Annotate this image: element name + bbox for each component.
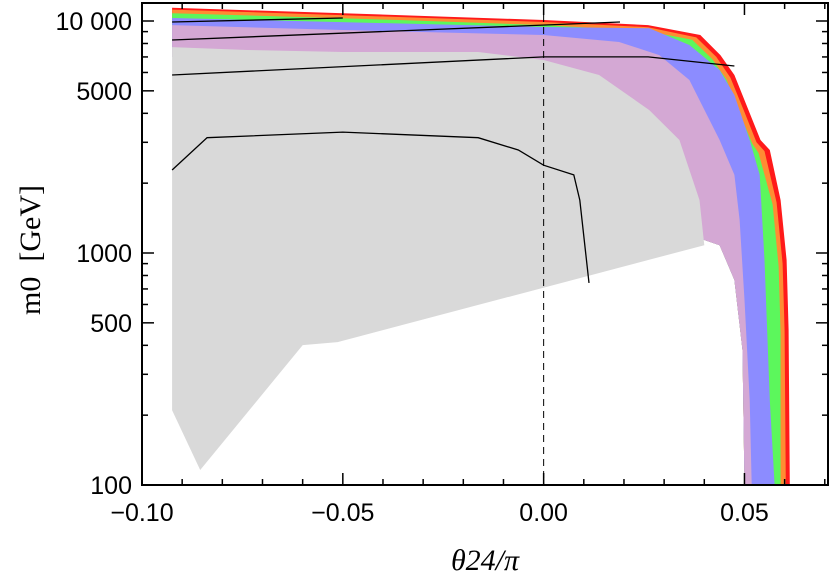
contours	[171, 17, 735, 283]
x-tick-label: −0.10	[110, 499, 173, 527]
region-band	[172, 47, 705, 470]
x-tick-labels: −0.10 −0.05 0.00 0.05	[110, 499, 768, 527]
contour-line	[172, 17, 343, 23]
y-tick-label: 100	[90, 472, 132, 500]
x-tick-label: 0.00	[519, 499, 568, 527]
contour-line	[172, 56, 735, 76]
y-tick-label: 10 000	[56, 8, 132, 36]
y-tick-label: 500	[90, 310, 132, 338]
x-tick-label: −0.05	[311, 499, 374, 527]
y-tick-label: 1000	[76, 240, 132, 268]
contour-line	[172, 21, 621, 41]
plot-frame	[141, 2, 829, 486]
contour-line	[171, 131, 590, 283]
y-tick-labels: 100 500 1000 5000 10 000	[56, 8, 132, 500]
y-tick-label: 5000	[76, 78, 132, 106]
x-tick-label: 0.05	[720, 499, 769, 527]
regions	[172, 7, 790, 486]
y-axis-label: m0 [GeV]	[14, 185, 47, 315]
x-axis-label: θ24/π	[451, 544, 520, 577]
